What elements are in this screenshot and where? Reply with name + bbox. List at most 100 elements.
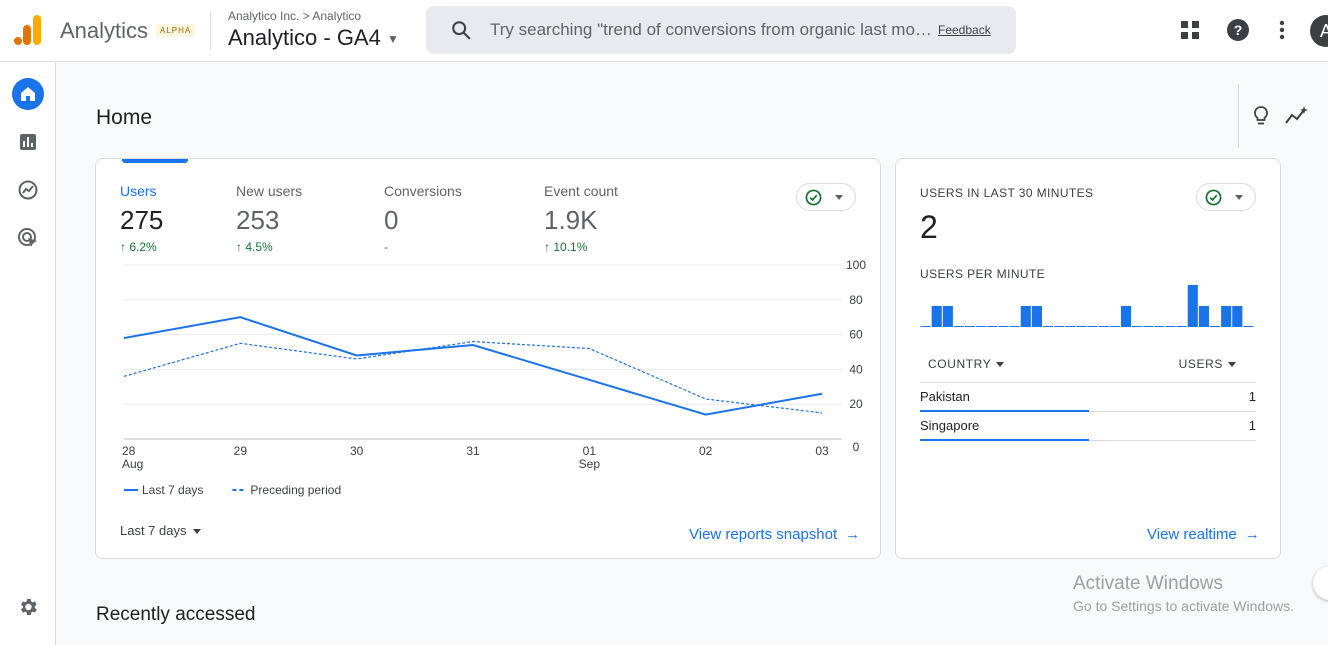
x-tick-label: Sep	[579, 457, 601, 471]
x-tick-label: 02	[699, 444, 713, 458]
metric-label: Users	[120, 183, 157, 199]
arrow-up-icon: ↑	[236, 240, 242, 254]
metric-label: Conversions	[384, 183, 462, 199]
minute-bar	[1109, 326, 1120, 327]
y-tick-label: 20	[849, 397, 863, 411]
feedback-link[interactable]: Feedback	[938, 23, 991, 37]
metric-delta-value: 10.1%	[553, 240, 588, 254]
minute-bar	[1098, 326, 1109, 327]
nav-advertising[interactable]	[12, 222, 44, 254]
gear-icon	[21, 599, 37, 615]
data-quality-dropdown[interactable]	[796, 183, 856, 211]
view-realtime-link[interactable]: View realtime →	[1147, 526, 1260, 543]
users-cell: 1	[1248, 389, 1256, 404]
home-icon	[21, 87, 35, 101]
share-bar	[920, 439, 1089, 441]
chevron-down-icon: ▼	[386, 32, 399, 47]
users-cell: 1	[1248, 418, 1256, 433]
metric-value: 253	[236, 205, 280, 235]
metric-conversions[interactable]: Conversions 0 -	[384, 183, 462, 254]
minute-bar	[1165, 326, 1176, 327]
minute-bar	[1087, 326, 1098, 327]
country-column-header[interactable]: COUNTRY	[928, 357, 1005, 371]
metric-users[interactable]: Users 275 ↑ 6.2%	[120, 183, 163, 254]
top-bar: Analytics ALPHA Analytico Inc. > Analyti…	[0, 0, 1328, 62]
preceding-period-line	[123, 340, 823, 414]
minute-bar	[1009, 326, 1020, 327]
chevron-down-icon	[835, 195, 843, 200]
minute-bar	[920, 326, 931, 327]
search-bar[interactable]: Try searching "trend of conversions from…	[426, 6, 1016, 54]
nav-admin[interactable]	[12, 591, 44, 623]
minute-bar	[1176, 326, 1187, 327]
minute-bar	[1209, 326, 1221, 327]
metric-delta: -	[384, 240, 388, 254]
chevron-down-icon	[996, 362, 1005, 368]
floating-feedback-button[interactable]	[1313, 566, 1328, 600]
x-tick-label: 28	[122, 444, 136, 458]
arrow-up-icon: ↑	[120, 240, 126, 254]
country-cell: Pakistan	[920, 389, 970, 404]
insights-icon[interactable]	[1284, 104, 1310, 128]
left-nav	[0, 62, 56, 645]
divider	[1238, 84, 1239, 148]
more-vert-icon[interactable]	[1269, 17, 1295, 43]
search-icon	[452, 21, 471, 40]
legend-label: Last 7 days	[142, 483, 203, 497]
alpha-badge: ALPHA	[156, 24, 196, 37]
help-icon[interactable]: ?	[1225, 17, 1251, 43]
table-row[interactable]: Pakistan 1	[920, 383, 1256, 412]
property-selector[interactable]: Analytico - GA4 ▼	[228, 25, 399, 51]
data-quality-dropdown[interactable]	[1196, 183, 1256, 211]
country-table: COUNTRY USERS Pakistan 1 Singapore 1	[920, 349, 1256, 441]
explore-icon	[18, 180, 38, 200]
link-label: View reports snapshot	[689, 526, 838, 543]
minute-bar	[1076, 326, 1087, 327]
analytics-logo-icon[interactable]	[14, 15, 42, 45]
view-reports-snapshot-link[interactable]: View reports snapshot →	[689, 526, 860, 543]
x-tick-label: 01	[583, 444, 597, 458]
minute-bar	[953, 326, 965, 327]
x-tick-label: 03	[815, 444, 829, 458]
x-tick-label: 30	[350, 444, 364, 458]
minute-bar	[1143, 326, 1154, 327]
nav-explore[interactable]	[12, 174, 44, 206]
lightbulb-icon[interactable]	[1250, 104, 1272, 128]
chevron-down-icon	[192, 529, 201, 535]
chevron-down-icon	[1228, 362, 1236, 368]
target-cursor-icon	[18, 228, 37, 247]
windows-watermark-title: Activate Windows	[1073, 573, 1223, 594]
overview-card: Users 275 ↑ 6.2% New users 253 ↑ 4.5% Co…	[95, 158, 881, 559]
metric-new-users[interactable]: New users 253 ↑ 4.5%	[236, 183, 302, 254]
check-circle-icon	[1205, 189, 1222, 206]
app-name: Analytics	[60, 18, 149, 43]
recently-accessed-heading: Recently accessed	[96, 604, 256, 625]
svg-text:?: ?	[1234, 22, 1243, 38]
nav-reports[interactable]	[12, 126, 44, 158]
arrow-right-icon: →	[845, 526, 861, 543]
minute-bar	[1020, 306, 1031, 327]
table-row[interactable]: Singapore 1	[920, 412, 1256, 441]
apps-icon[interactable]	[1177, 17, 1203, 43]
date-range-dropdown[interactable]: Last 7 days	[120, 523, 201, 538]
country-cell: Singapore	[920, 418, 980, 433]
avatar[interactable]: A	[1310, 15, 1328, 47]
date-range-label: Last 7 days	[120, 523, 187, 538]
account-breadcrumb[interactable]: Analytico Inc. > Analytico	[228, 9, 362, 23]
y-tick-label: 0	[853, 440, 860, 454]
users-per-minute-title: USERS PER MINUTE	[920, 267, 1046, 281]
nav-home[interactable]	[12, 78, 44, 110]
selected-tab-indicator	[122, 159, 188, 163]
x-tick-label: 29	[234, 444, 248, 458]
users-column-header[interactable]: USERS	[1179, 357, 1236, 371]
search-input[interactable]: Try searching "trend of conversions from…	[490, 20, 938, 39]
minute-bar	[1120, 306, 1132, 327]
minute-bar	[1232, 306, 1243, 327]
table-header: COUNTRY USERS	[920, 349, 1256, 383]
page-title: Home	[96, 106, 153, 129]
divider	[210, 12, 211, 50]
metric-event-count[interactable]: Event count 1.9K ↑ 10.1%	[544, 183, 618, 254]
minute-bar	[931, 306, 942, 327]
y-tick-label: 80	[849, 293, 863, 307]
